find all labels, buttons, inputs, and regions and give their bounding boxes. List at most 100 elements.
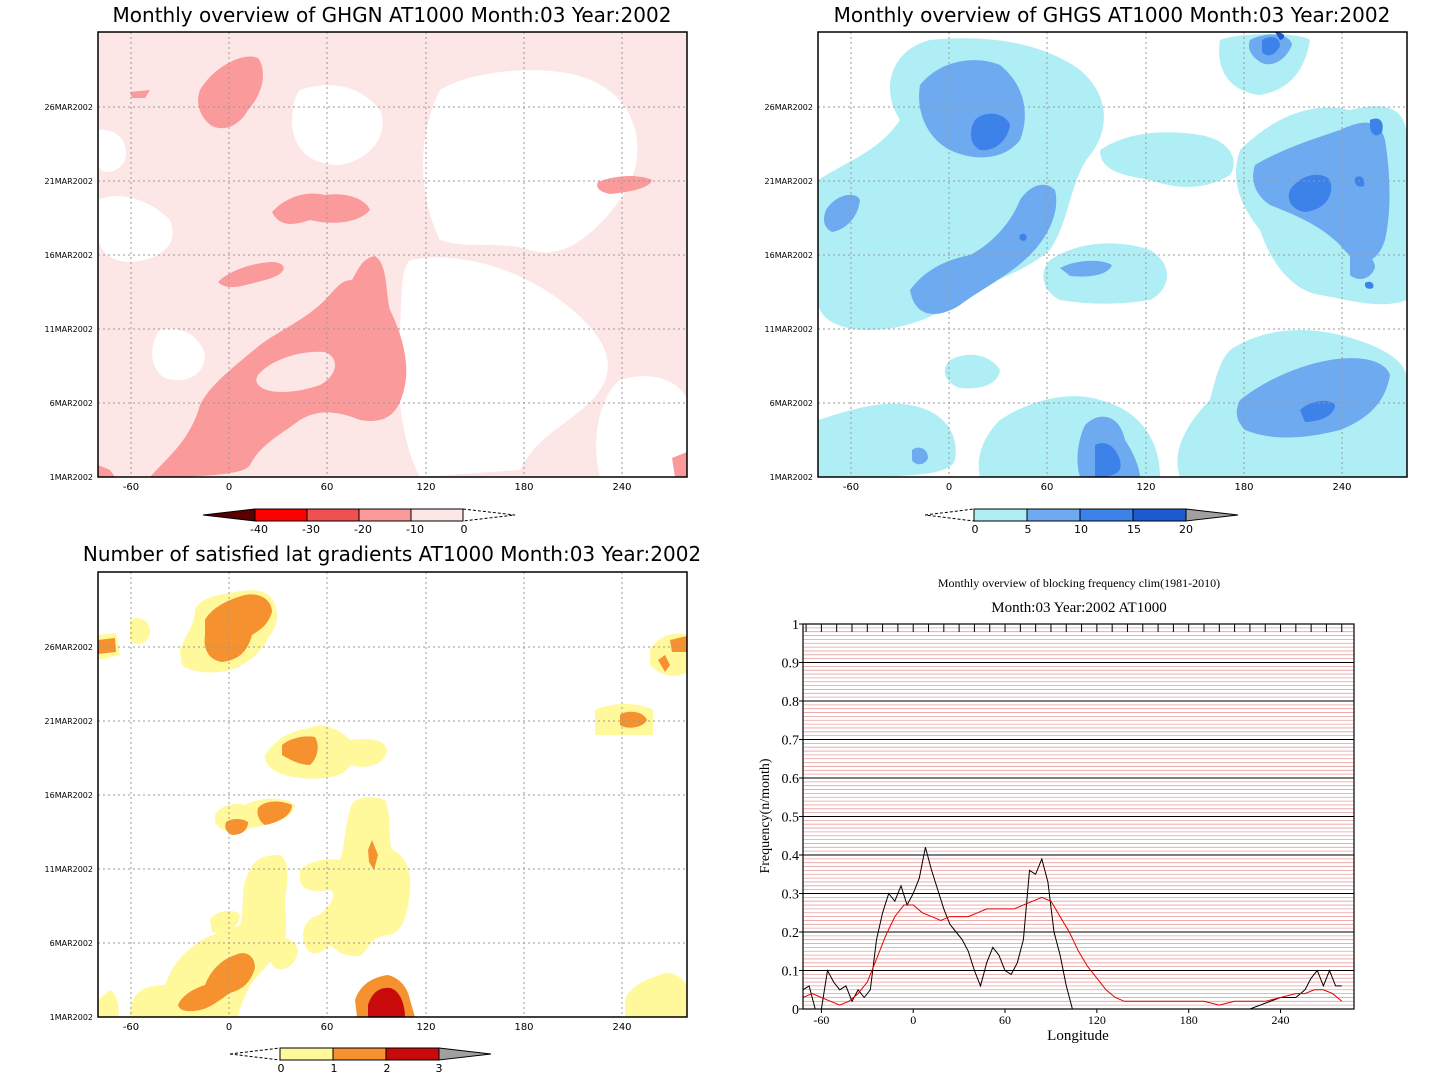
y-tick-label: 0.7 bbox=[782, 734, 800, 749]
ghgs-colorbar-label: 10 bbox=[1074, 523, 1088, 536]
gradients-x-tick: 240 bbox=[612, 1022, 631, 1033]
frequency-xlabel: Longitude bbox=[1047, 1028, 1109, 1044]
gradients-y-tick: 6MAR2002 bbox=[50, 939, 93, 948]
y-tick-label: 1 bbox=[792, 618, 799, 633]
series-line-red bbox=[802, 896, 1343, 1006]
frequency-major-grid bbox=[803, 662, 1354, 971]
ghgn-colorbar-label: -40 bbox=[250, 523, 268, 536]
ghgs-y-tick: 1MAR2002 bbox=[770, 473, 813, 482]
gradients-colorbar-label: 2 bbox=[384, 1062, 391, 1075]
ghgn-colorbar-label: -30 bbox=[302, 523, 320, 536]
gradients-colorbar: 0 1 2 3 bbox=[229, 1047, 492, 1075]
ghgs-grid bbox=[818, 32, 1407, 477]
ghgs-y-tick: 11MAR2002 bbox=[765, 325, 813, 334]
frequency-x-ticks: -60 0 60 120 180 240 bbox=[813, 1009, 1290, 1027]
y-tick-label: 0.4 bbox=[782, 849, 800, 864]
panel-ghgn: Monthly overview of GHGN AT1000 Month:03… bbox=[45, 3, 688, 536]
gradients-x-tick: 0 bbox=[226, 1022, 232, 1033]
frequency-subtitle: Month:03 Year:2002 AT1000 bbox=[991, 600, 1166, 616]
ghgs-y-tick: 21MAR2002 bbox=[765, 177, 813, 186]
frequency-y-ticks: 0 0.1 0.2 0.3 0.4 0.5 0.6 0.7 0.8 0.9 1 bbox=[782, 618, 803, 1018]
ghgs-colorbar: 0 5 10 15 20 bbox=[924, 508, 1239, 536]
ghgs-frame bbox=[817, 31, 1408, 478]
panel-ghgs: Monthly overview of GHGS AT1000 Month:03… bbox=[765, 3, 1408, 536]
ghgn-grid bbox=[98, 32, 687, 477]
y-tick-label: 0 bbox=[792, 1003, 799, 1018]
panel-gradients: Number of satisfied lat gradients AT1000… bbox=[45, 542, 702, 1075]
x-tick-label: 240 bbox=[1272, 1013, 1290, 1027]
ghgs-colorbar-label: 15 bbox=[1127, 523, 1141, 536]
gradients-y-ticks: 1MAR2002 6MAR2002 11MAR2002 16MAR2002 21… bbox=[45, 643, 93, 1022]
ghgn-x-tick: -60 bbox=[123, 482, 139, 493]
ghgn-y-tick: 1MAR2002 bbox=[50, 473, 93, 482]
y-tick-label: 0.6 bbox=[782, 772, 800, 787]
gradients-y-tick: 1MAR2002 bbox=[50, 1013, 93, 1022]
panel-gradients-title: Number of satisfied lat gradients AT1000… bbox=[83, 542, 701, 566]
ghgs-colorbar-label: 20 bbox=[1179, 523, 1193, 536]
gradients-x-tick: 120 bbox=[416, 1022, 435, 1033]
ghgn-colorbar-label: 0 bbox=[461, 523, 468, 536]
y-tick-label: 0.1 bbox=[782, 965, 800, 980]
y-tick-label: 0.3 bbox=[782, 888, 800, 903]
gradients-colorbar-label: 3 bbox=[436, 1062, 443, 1075]
ghgn-y-ticks: 1MAR2002 6MAR2002 11MAR2002 16MAR2002 21… bbox=[45, 103, 93, 482]
gradients-x-tick: 60 bbox=[321, 1022, 334, 1033]
ghgn-y-tick: 26MAR2002 bbox=[45, 103, 93, 112]
y-tick-label: 0.8 bbox=[782, 695, 800, 710]
gradients-grid bbox=[98, 572, 687, 1017]
ghgn-x-tick: 180 bbox=[514, 482, 533, 493]
gradients-y-tick: 26MAR2002 bbox=[45, 643, 93, 652]
gradients-frame bbox=[97, 571, 688, 1018]
ghgn-y-tick: 6MAR2002 bbox=[50, 399, 93, 408]
ghgs-x-tick: 180 bbox=[1234, 482, 1253, 493]
frequency-ylabel: Frequency(n/month) bbox=[758, 758, 773, 873]
x-tick-label: -60 bbox=[813, 1013, 829, 1027]
ghgn-y-tick: 11MAR2002 bbox=[45, 325, 93, 334]
ghgn-y-tick: 21MAR2002 bbox=[45, 177, 93, 186]
ghgn-x-tick: 60 bbox=[321, 482, 334, 493]
ghgs-x-tick: 120 bbox=[1136, 482, 1155, 493]
ghgn-x-tick: 0 bbox=[226, 482, 232, 493]
gradients-y-tick: 16MAR2002 bbox=[45, 791, 93, 800]
gradients-colorbar-label: 0 bbox=[278, 1062, 285, 1075]
ghgs-colorbar-label: 5 bbox=[1025, 523, 1032, 536]
y-tick-label: 0.5 bbox=[782, 811, 800, 826]
ghgs-x-tick: 60 bbox=[1041, 482, 1054, 493]
ghgn-colorbar: -40 -30 -20 -10 0 bbox=[202, 508, 516, 536]
panel-ghgn-title: Monthly overview of GHGN AT1000 Month:03… bbox=[113, 3, 672, 27]
frequency-title: Monthly overview of blocking frequency c… bbox=[938, 576, 1220, 590]
ghgn-colorbar-label: -10 bbox=[406, 523, 424, 536]
gradients-x-tick: -60 bbox=[123, 1022, 139, 1033]
gradients-y-tick: 11MAR2002 bbox=[45, 865, 93, 874]
ghgs-colorbar-label: 0 bbox=[972, 523, 979, 536]
gradients-colorbar-label: 1 bbox=[331, 1062, 338, 1075]
ghgn-x-tick: 240 bbox=[612, 482, 631, 493]
ghgs-y-ticks: 1MAR2002 6MAR2002 11MAR2002 16MAR2002 21… bbox=[765, 103, 813, 482]
y-tick-label: 0.2 bbox=[782, 926, 800, 941]
gradients-x-tick: 180 bbox=[514, 1022, 533, 1033]
panel-frequency: Monthly overview of blocking frequency c… bbox=[758, 576, 1355, 1044]
gradients-y-tick: 21MAR2002 bbox=[45, 717, 93, 726]
ghgs-x-tick: 240 bbox=[1332, 482, 1351, 493]
ghgn-x-ticks: -60 0 60 120 180 240 bbox=[123, 482, 632, 493]
ghgn-frame bbox=[97, 31, 688, 478]
ghgs-x-ticks: -60 0 60 120 180 240 bbox=[843, 482, 1352, 493]
panel-ghgs-title: Monthly overview of GHGS AT1000 Month:03… bbox=[834, 3, 1391, 27]
ghgs-x-tick: 0 bbox=[946, 482, 952, 493]
ghgs-x-tick: -60 bbox=[843, 482, 859, 493]
ghgn-colorbar-label: -20 bbox=[354, 523, 372, 536]
ghgs-y-tick: 6MAR2002 bbox=[770, 399, 813, 408]
ghgs-y-tick: 26MAR2002 bbox=[765, 103, 813, 112]
x-tick-label: 60 bbox=[999, 1013, 1011, 1027]
frequency-minor-grid bbox=[803, 627, 1354, 1006]
ghgn-y-tick: 16MAR2002 bbox=[45, 251, 93, 260]
ghgn-x-tick: 120 bbox=[416, 482, 435, 493]
x-tick-label: 0 bbox=[910, 1013, 916, 1027]
frequency-top-ticks bbox=[805, 624, 1343, 632]
ghgs-y-tick: 16MAR2002 bbox=[765, 251, 813, 260]
x-tick-label: 180 bbox=[1180, 1013, 1198, 1027]
x-tick-label: 120 bbox=[1088, 1013, 1106, 1027]
y-tick-label: 0.9 bbox=[782, 657, 800, 672]
gradients-x-ticks: -60 0 60 120 180 240 bbox=[123, 1022, 632, 1033]
